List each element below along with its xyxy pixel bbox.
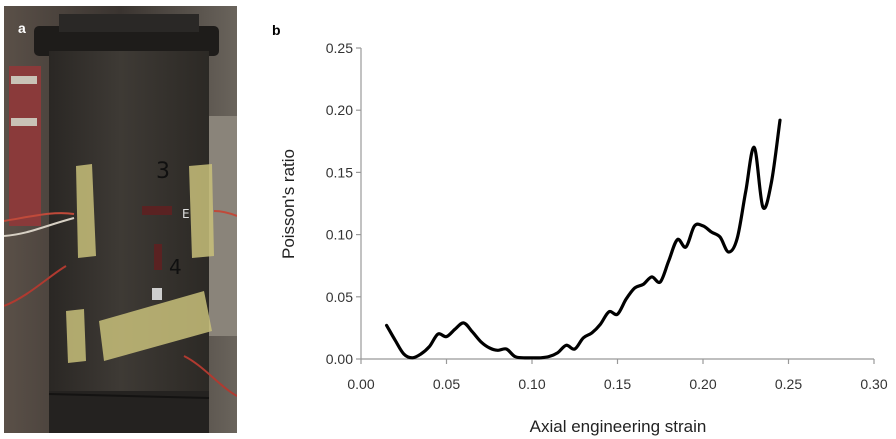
specimen-marking-e: E xyxy=(182,207,190,221)
y-tick-label: 0.05 xyxy=(326,289,353,305)
y-tick-label: 0.20 xyxy=(326,102,353,118)
x-tick-label: 0.00 xyxy=(347,376,374,392)
y-tick-label: 0.10 xyxy=(326,227,353,243)
x-tick-label: 0.30 xyxy=(860,376,887,392)
y-tick-label: 0.00 xyxy=(326,351,353,367)
x-tick-label: 0.20 xyxy=(689,376,716,392)
x-tick-label: 0.15 xyxy=(604,376,631,392)
poissons-ratio-line xyxy=(385,118,782,360)
test-specimen-photo: 3 4 E xyxy=(4,6,237,433)
y-axis-title: Poisson's ratio xyxy=(279,149,298,259)
y-tick-label: 0.25 xyxy=(326,40,353,56)
y-tick-label: 0.15 xyxy=(326,164,353,180)
panel-label-a: a xyxy=(18,20,26,36)
specimen-marking-3: 3 xyxy=(156,159,170,184)
x-tick-label: 0.25 xyxy=(775,376,802,392)
chart-ticks: 0.00 0.05 0.10 0.15 0.20 0.25 0.30 0.00 0.05 0.10… xyxy=(326,40,888,392)
x-tick-label: 0.10 xyxy=(518,376,545,392)
specimen-marking-4: 4 xyxy=(169,255,182,279)
x-axis-title: Axial engineering strain xyxy=(530,417,707,436)
x-tick-label: 0.05 xyxy=(433,376,460,392)
panel-label-b: b xyxy=(272,22,281,38)
